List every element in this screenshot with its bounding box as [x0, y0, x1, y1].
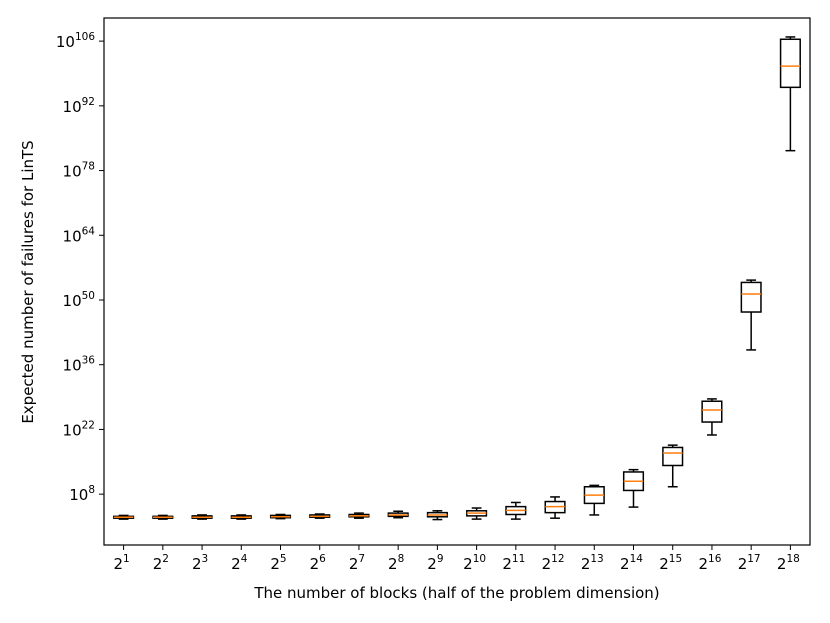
boxes	[113, 36, 801, 521]
x-tick-label: 214	[620, 553, 643, 573]
iqr-box	[779, 38, 801, 89]
x-tick-label: 218	[777, 553, 800, 573]
y-tick-label: 1050	[63, 290, 95, 310]
box-8	[387, 510, 409, 519]
x-tick-label: 210	[463, 553, 486, 573]
iqr-box	[740, 281, 762, 313]
iqr-box	[662, 446, 684, 467]
plot-area	[103, 17, 811, 546]
x-tick-label: 27	[349, 553, 365, 573]
box-10	[466, 507, 488, 520]
box-12	[544, 496, 566, 519]
box-15	[662, 444, 684, 488]
x-tick-label: 216	[698, 553, 721, 573]
box-16	[701, 398, 723, 436]
y-axis-label: Expected number of failures for LinTS	[19, 140, 37, 423]
x-tick-label: 213	[581, 553, 604, 573]
box-18	[779, 36, 801, 152]
x-tick-label: 28	[388, 553, 404, 573]
x-tick-label: 22	[153, 553, 169, 573]
x-tick-label: 211	[502, 553, 525, 573]
box-3	[191, 514, 213, 520]
y-tick-label: 1022	[63, 419, 95, 439]
box-7	[348, 512, 370, 519]
y-ticks: 108 1022 1036 1050 1064 1078 1092 10106	[56, 31, 104, 504]
y-tick-label: 1036	[63, 355, 96, 375]
iqr-box	[701, 400, 723, 423]
box-17	[740, 279, 762, 351]
box-9	[426, 510, 448, 521]
x-tick-label: 215	[659, 553, 682, 573]
y-tick-label: 1092	[63, 96, 95, 116]
box-5	[269, 513, 292, 520]
x-tick-label: 212	[542, 553, 565, 573]
x-tick-label: 21	[113, 553, 129, 573]
x-tick-label: 23	[192, 553, 208, 573]
x-tick-label: 26	[310, 553, 327, 573]
y-tick-label: 108	[69, 484, 95, 504]
box-2	[152, 514, 174, 520]
box-1	[113, 514, 135, 520]
y-tick-label: 1064	[63, 225, 96, 245]
x-axis-label: The number of blocks (half of the proble…	[253, 584, 659, 602]
box-14	[622, 468, 645, 508]
box-11	[505, 501, 527, 520]
box-4	[230, 514, 252, 520]
x-tick-label: 25	[270, 553, 286, 573]
box-13	[583, 484, 605, 516]
x-tick-label: 29	[427, 553, 443, 573]
box-6	[309, 513, 331, 519]
y-tick-label: 10106	[56, 31, 95, 51]
x-tick-label: 24	[231, 553, 248, 573]
x-tick-label: 217	[738, 553, 761, 573]
x-ticks: 21 22 23 24 25 26 27 28 29 210 211 212 213 214 215 216 2…	[113, 545, 800, 573]
y-tick-label: 1078	[63, 161, 95, 181]
